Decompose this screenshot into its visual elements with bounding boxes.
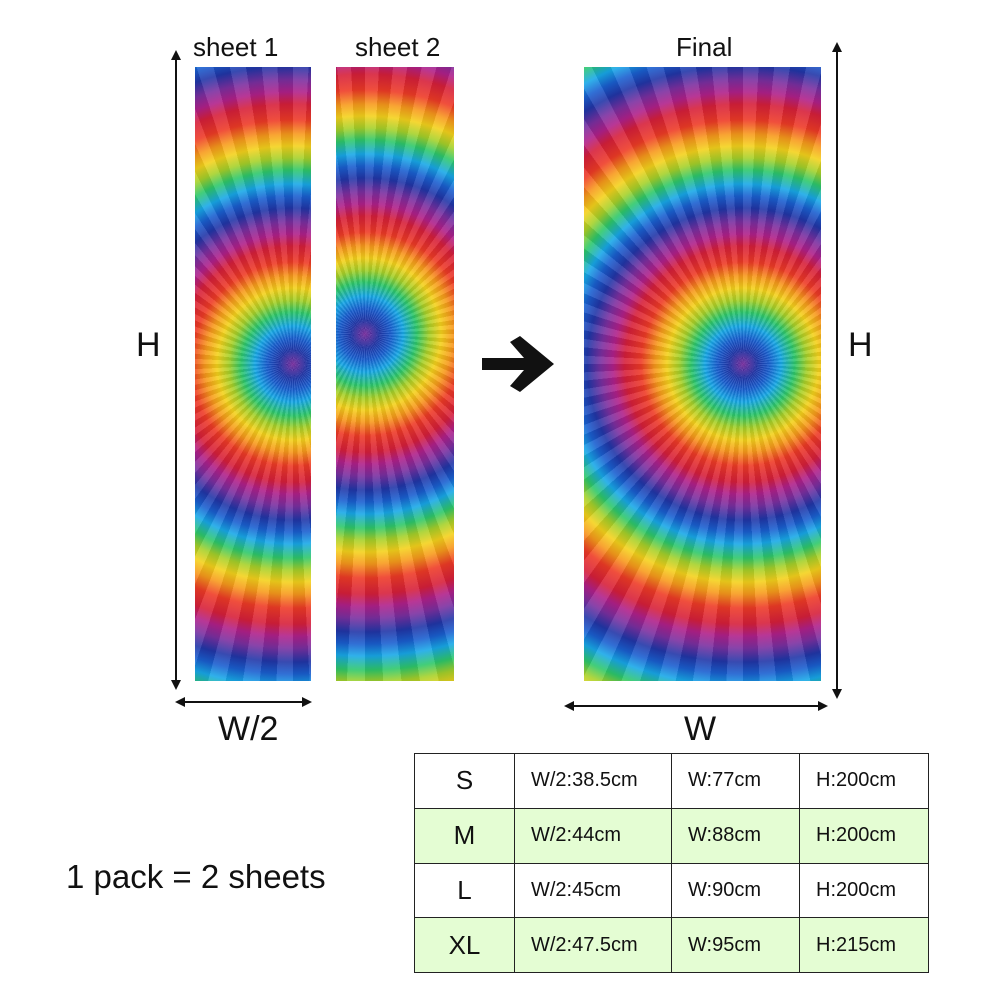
final-label: Final (676, 32, 733, 62)
size-cell: XL (414, 917, 515, 973)
full-width-label: W (684, 710, 717, 748)
size-row-m: M W/2:44cm W:88cm H:200cm (414, 807, 929, 864)
width-cell: W:90cm (671, 862, 800, 919)
width-cell: W:95cm (671, 917, 800, 973)
size-row-s: S W/2:38.5cm W:77cm H:200cm (414, 753, 929, 809)
half-width-cell: W/2:44cm (514, 807, 672, 864)
size-row-xl: XL W/2:47.5cm W:95cm H:215cm (414, 917, 929, 973)
height-cell: H:200cm (799, 753, 929, 809)
size-cell: M (414, 807, 515, 864)
half-width-cell: W/2:47.5cm (514, 917, 672, 973)
width-cell: W:77cm (671, 753, 800, 809)
size-row-l: L W/2:45cm W:90cm H:200cm (414, 862, 929, 919)
half-width-cell: W/2:45cm (514, 862, 672, 919)
right-arrow-icon (482, 336, 554, 392)
sheet-1-label: sheet 1 (193, 32, 279, 62)
width-cell: W:88cm (671, 807, 800, 864)
height-cell: H:200cm (799, 862, 929, 919)
sheet-2-label: sheet 2 (355, 32, 441, 62)
height-label-right: H (848, 326, 873, 364)
height-label-left: H (136, 326, 161, 364)
size-table: S W/2:38.5cm W:77cm H:200cm M W/2:44cm W… (414, 753, 929, 973)
pack-note: 1 pack = 2 sheets (66, 858, 326, 895)
sheet-2-panel (336, 67, 454, 681)
height-cell: H:200cm (799, 807, 929, 864)
size-cell: S (414, 753, 515, 809)
height-cell: H:215cm (799, 917, 929, 973)
size-cell: L (414, 862, 515, 919)
sheet-1-panel (195, 67, 311, 681)
half-width-cell: W/2:38.5cm (514, 753, 672, 809)
half-width-label: W/2 (218, 710, 279, 748)
final-panel (584, 67, 821, 681)
